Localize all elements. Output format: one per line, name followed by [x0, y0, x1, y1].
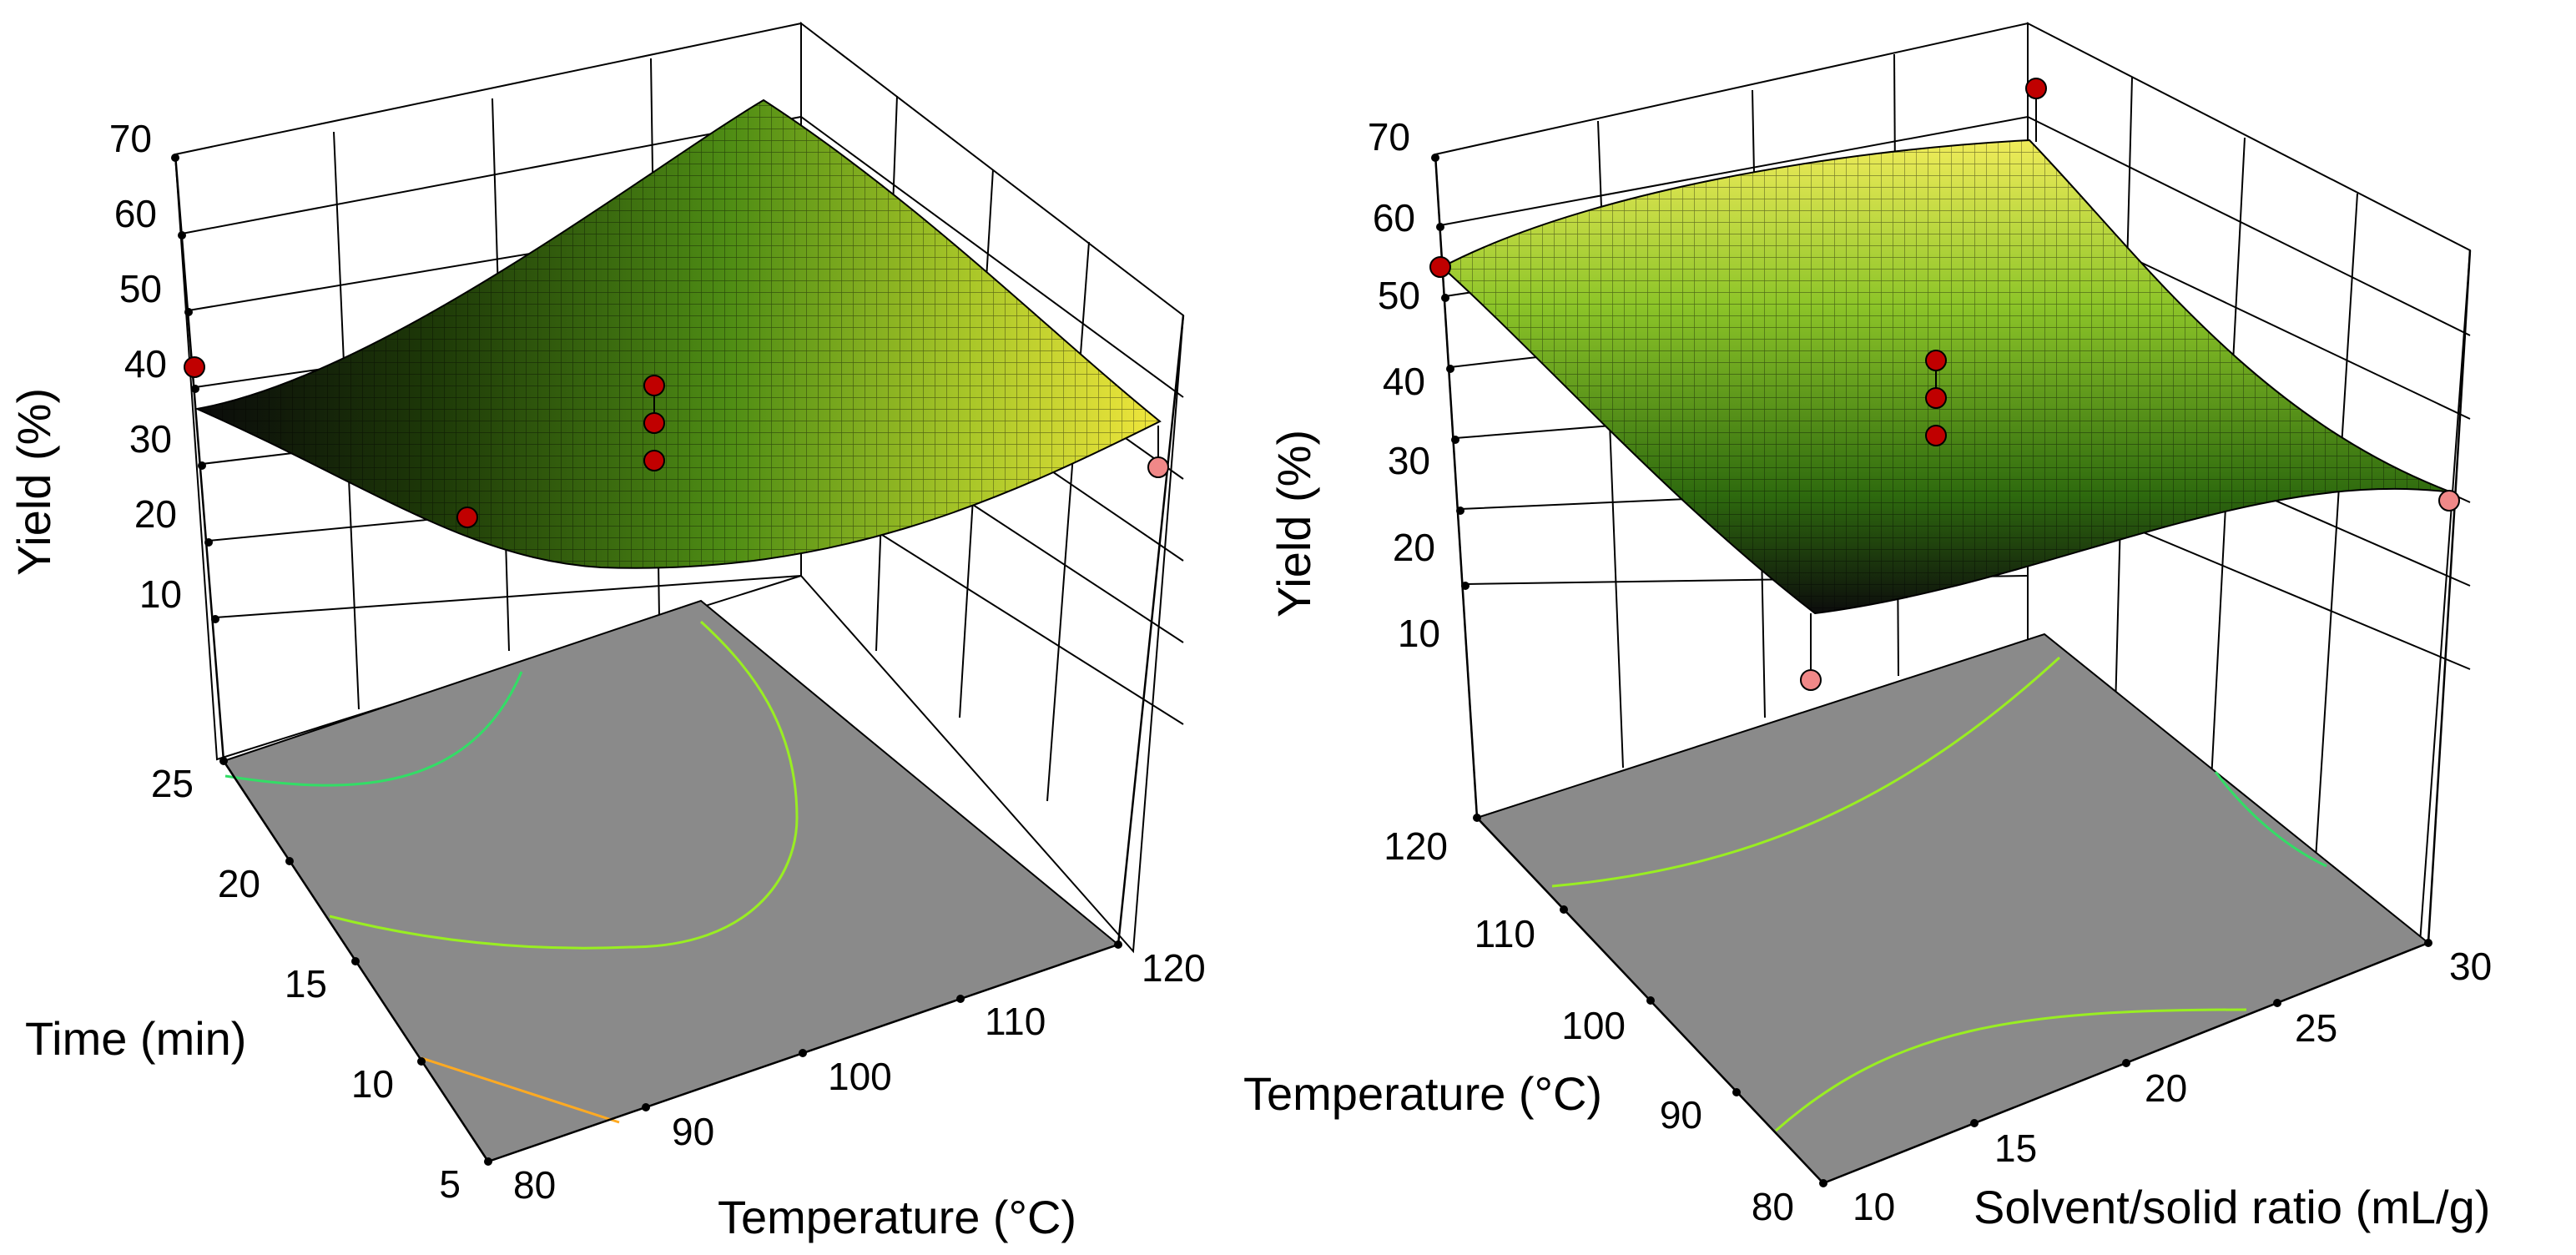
x-tick-labels-left: 80 90 100 110 120	[513, 946, 1206, 1207]
contours-left	[224, 620, 799, 1124]
x-tick-15: 15	[1994, 1126, 2037, 1170]
z-tick-10: 10	[139, 572, 182, 616]
z-tick-40: 40	[1383, 360, 1425, 403]
y-tick-90: 90	[1660, 1093, 1702, 1137]
y-axis-label-left: Time (min)	[25, 1012, 246, 1065]
z-tick-30: 30	[129, 417, 172, 461]
z-axis-label-left: Yield (%)	[8, 388, 60, 576]
z-tick-20: 20	[1393, 526, 1435, 569]
y-tick-25: 25	[151, 762, 194, 805]
x-tick-25: 25	[2295, 1006, 2337, 1050]
design-point-4	[1925, 387, 1947, 409]
design-point-6	[1147, 456, 1169, 478]
contour-1	[224, 671, 523, 787]
x-tick-110: 110	[985, 1000, 1046, 1043]
y-tick-labels-left: 25 20 15 10 5	[151, 762, 461, 1206]
y-tick-10: 10	[351, 1062, 394, 1106]
tick-marks-right	[1431, 154, 2432, 1187]
surface-mesh-left	[197, 100, 1160, 568]
x-tick-30: 30	[2449, 945, 2492, 988]
z-tick-10: 10	[1398, 612, 1440, 655]
z-tick-30: 30	[1388, 439, 1430, 482]
design-point-5	[1925, 425, 1947, 446]
z-axis-label-right: Yield (%)	[1268, 430, 1320, 617]
design-point-7	[2438, 490, 2460, 512]
design-points-left	[184, 356, 1169, 528]
contours-right	[1551, 656, 2327, 1132]
x-tick-20: 20	[2145, 1066, 2187, 1110]
z-tick-labels-left: 70 60 50 40 30 20 10	[109, 117, 182, 616]
x-tick-80: 80	[513, 1163, 556, 1207]
y-tick-110: 110	[1475, 912, 1535, 955]
y-tick-100: 100	[1561, 1004, 1626, 1047]
x-tick-labels-right: 10 15 20 25 30	[1853, 945, 2492, 1228]
design-point-6	[1800, 669, 1822, 691]
z-tick-50: 50	[119, 267, 162, 310]
design-point-1	[184, 356, 205, 378]
z-tick-labels-right: 70 60 50 40 30 20 10	[1368, 115, 1440, 655]
y-tick-labels-right: 120 110 100 90 80	[1384, 824, 1794, 1228]
design-point-3	[1925, 350, 1947, 371]
contour-3	[1775, 1008, 2247, 1132]
contour-1	[1551, 656, 2061, 888]
contour-4	[421, 1056, 620, 1124]
contour-2	[2214, 771, 2327, 868]
z-tick-70: 70	[109, 117, 152, 160]
x-tick-90: 90	[672, 1110, 714, 1153]
y-axis-label-right: Temperature (°C)	[1243, 1067, 1602, 1120]
design-point-2	[2025, 78, 2047, 99]
x-axis-label-right: Solvent/solid ratio (mL/g)	[1974, 1181, 2490, 1233]
z-tick-20: 20	[134, 492, 177, 536]
z-tick-60: 60	[114, 192, 157, 235]
surface-mesh-right	[1442, 140, 2452, 613]
y-tick-120: 120	[1384, 824, 1448, 868]
z-tick-60: 60	[1373, 196, 1415, 239]
x-tick-120: 120	[1142, 946, 1206, 990]
left-chart: 70 60 50 40 30 20 10 25 20 15 10 5 80 90…	[8, 21, 1206, 1243]
z-tick-70: 70	[1368, 115, 1410, 159]
y-tick-5: 5	[439, 1162, 461, 1206]
x-axis-label-left: Temperature (°C)	[718, 1191, 1076, 1243]
design-point-3	[643, 412, 665, 434]
design-point-4	[643, 450, 665, 471]
design-points-right	[1429, 78, 2460, 691]
x-tick-100: 100	[828, 1055, 892, 1098]
z-tick-50: 50	[1378, 274, 1420, 317]
design-point-2	[643, 375, 665, 396]
design-point-5	[456, 507, 478, 528]
x-tick-10: 10	[1853, 1185, 1895, 1228]
design-point-1	[1429, 256, 1451, 278]
y-tick-20: 20	[218, 862, 260, 905]
contour-2	[329, 620, 799, 950]
y-tick-15: 15	[285, 962, 327, 1006]
y-tick-80: 80	[1752, 1185, 1794, 1228]
tick-marks-left	[171, 154, 1122, 1166]
z-tick-40: 40	[124, 342, 167, 386]
right-chart: 70 60 50 40 30 20 10 120 110 100 90 80 1…	[1243, 22, 2492, 1233]
